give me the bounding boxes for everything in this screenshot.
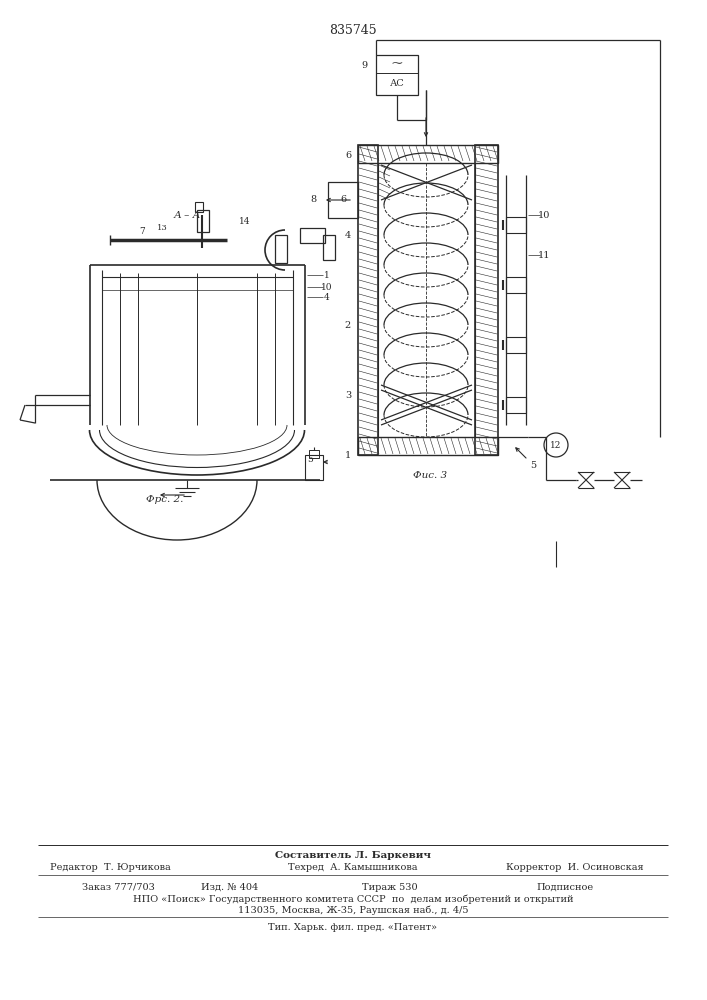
- Text: 113035, Москва, Ж-35, Раушская наб., д. 4/5: 113035, Москва, Ж-35, Раушская наб., д. …: [238, 905, 468, 915]
- Text: ~: ~: [391, 57, 404, 71]
- Text: Техред  А. Камышникова: Техред А. Камышникова: [288, 862, 418, 871]
- Text: Тип. Харьк. фил. пред. «Патент»: Тип. Харьк. фил. пред. «Патент»: [269, 922, 438, 932]
- Bar: [506, 277, 526, 293]
- Text: 6: 6: [340, 196, 346, 205]
- Text: 4: 4: [324, 292, 330, 302]
- Text: Заказ 777/703: Заказ 777/703: [82, 882, 155, 892]
- Text: 10: 10: [321, 282, 333, 292]
- Text: 3: 3: [345, 390, 351, 399]
- Bar: [506, 397, 526, 413]
- Bar: [506, 337, 526, 353]
- Bar: [197, 210, 209, 232]
- Text: 12: 12: [550, 440, 561, 450]
- Bar: [376, 55, 418, 95]
- Bar: [275, 235, 287, 263]
- Bar: [506, 217, 526, 233]
- Bar: [305, 455, 323, 480]
- Bar: [300, 228, 325, 243]
- Text: Редактор  Т. Юрчикова: Редактор Т. Юрчикова: [49, 862, 170, 871]
- Text: 14: 14: [239, 218, 251, 227]
- Text: 13: 13: [157, 224, 168, 232]
- Bar: [328, 182, 358, 218]
- Text: А – А: А – А: [173, 211, 201, 220]
- Text: 7: 7: [139, 228, 145, 236]
- Text: Тираж 530: Тираж 530: [362, 882, 418, 892]
- Text: 2: 2: [345, 320, 351, 330]
- Text: 1: 1: [324, 270, 330, 279]
- Text: Подписное: Подписное: [537, 882, 594, 892]
- Text: 5: 5: [307, 456, 313, 464]
- Bar: [358, 437, 498, 455]
- Text: 10: 10: [538, 211, 550, 220]
- Text: АС: АС: [390, 79, 404, 88]
- Text: 5: 5: [530, 460, 536, 470]
- Text: Составитель Л. Баркевич: Составитель Л. Баркевич: [275, 850, 431, 859]
- Bar: [195, 202, 203, 212]
- Text: 8: 8: [310, 196, 316, 205]
- Text: Фис. 3: Фис. 3: [413, 471, 447, 480]
- Text: 4: 4: [345, 231, 351, 239]
- Text: 11: 11: [538, 250, 550, 259]
- Text: 9: 9: [361, 60, 367, 70]
- Text: 835745: 835745: [329, 23, 377, 36]
- Text: Фрс. 2.: Фрс. 2.: [146, 495, 184, 504]
- Bar: [309, 450, 319, 458]
- Text: 6: 6: [345, 150, 351, 159]
- Text: НПО «Поиск» Государственного комитета СССР  по  делам изобретений и открытий: НПО «Поиск» Государственного комитета СС…: [133, 894, 573, 904]
- Text: Изд. № 404: Изд. № 404: [201, 882, 259, 892]
- Bar: [475, 145, 498, 455]
- Text: 1: 1: [345, 450, 351, 460]
- Bar: [323, 235, 335, 260]
- Bar: [358, 145, 498, 163]
- Text: Корректор  И. Осиновская: Корректор И. Осиновская: [506, 862, 644, 871]
- Bar: [358, 145, 378, 455]
